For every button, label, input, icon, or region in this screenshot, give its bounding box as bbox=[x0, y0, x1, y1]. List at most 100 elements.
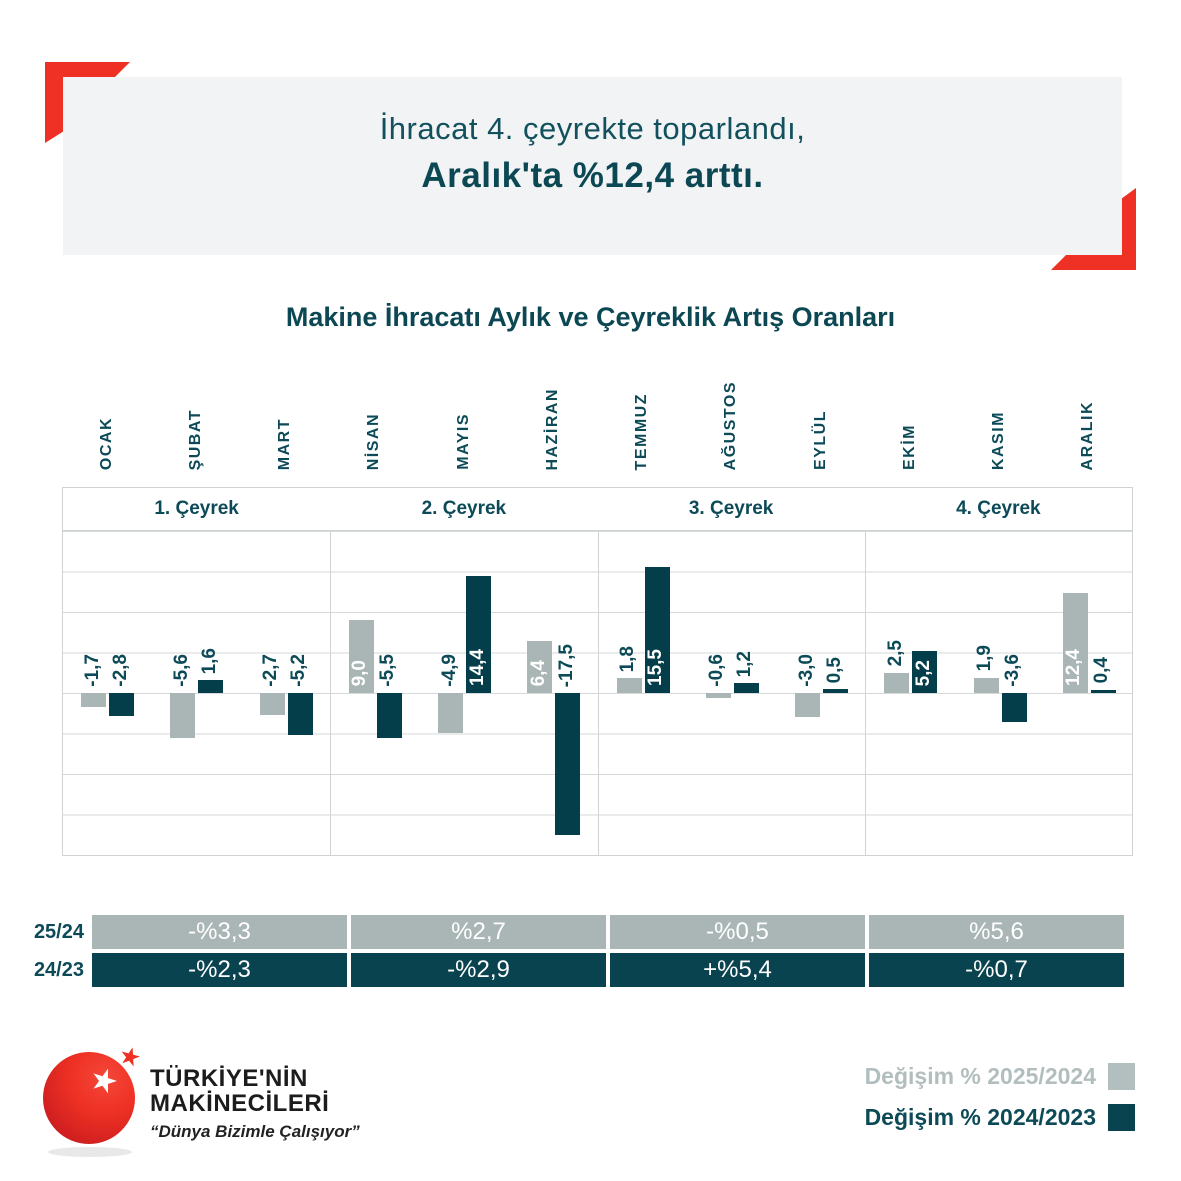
bar-2024-2023-10 bbox=[1001, 693, 1027, 723]
logo-shadow bbox=[48, 1147, 132, 1157]
month-label: EKİM bbox=[900, 424, 918, 470]
legend-item-2025-2024: Değişim % 2025/2024 bbox=[865, 1063, 1135, 1090]
month-slot: EYLÜL bbox=[776, 350, 865, 470]
chart-title: Makine İhracatı Aylık ve Çeyreklik Artış… bbox=[285, 302, 896, 332]
bar-value-label: -2,7 bbox=[260, 654, 282, 687]
bar-value-label: 1,2 bbox=[734, 650, 756, 678]
bar-value-label: -5,5 bbox=[377, 654, 399, 687]
summary-row: 25/24 -%3,3 %2,7 -%0,5 %5,6 bbox=[33, 915, 1124, 949]
bar-2025-2024-5 bbox=[527, 641, 553, 693]
bar-value-label: -3,6 bbox=[1002, 654, 1024, 687]
summary-cell: +%5,4 bbox=[610, 953, 865, 987]
summary-row-label: 24/23 bbox=[33, 958, 84, 981]
month-label: EYLÜL bbox=[811, 410, 829, 470]
month-slot: HAZİRAN bbox=[508, 350, 597, 471]
legend-swatch-gray bbox=[1108, 1063, 1135, 1090]
month-axis: OCAK ŞUBAT MART NİSAN MAYIS HAZİRAN TEMMUZ AĞUS… bbox=[62, 350, 1133, 470]
month-label: MART bbox=[276, 417, 294, 470]
bar-2025-2024-9 bbox=[884, 672, 910, 693]
bar-value-label: -5,6 bbox=[170, 654, 192, 687]
summary-cell: -%0,5 bbox=[610, 915, 865, 949]
bar-2024-2023-8 bbox=[823, 688, 849, 693]
legend-item-2024-2023: Değişim % 2024/2023 bbox=[865, 1104, 1135, 1131]
month-label: ŞUBAT bbox=[186, 408, 204, 470]
bar-2025-2024-8 bbox=[795, 693, 821, 718]
quarter-cell: 3. Çeyrek bbox=[598, 488, 865, 530]
quarter-label: 4. Çeyrek bbox=[956, 498, 1041, 519]
bar-2024-2023-6 bbox=[644, 567, 670, 693]
month-slot: AĞUSTOS bbox=[687, 350, 776, 470]
bar-value-label: -3,0 bbox=[795, 654, 817, 687]
summary-row-label: 25/24 bbox=[33, 920, 84, 943]
logo-red-ball bbox=[43, 1052, 135, 1144]
bar-value-label: -2,8 bbox=[109, 654, 131, 687]
quarter-label: 2. Çeyrek bbox=[421, 498, 507, 519]
bar-value-label: 0,4 bbox=[1091, 657, 1113, 684]
legend-label: Değişim % 2025/2024 bbox=[864, 1063, 1096, 1089]
bar-2025-2024-3 bbox=[348, 620, 374, 693]
bar-2024-2023-3 bbox=[376, 693, 402, 738]
quarter-divider bbox=[597, 531, 599, 855]
month-label: ARALIK bbox=[1079, 400, 1097, 470]
bar-2024-2023-11 bbox=[1090, 689, 1116, 693]
bar-2024-2023-4 bbox=[466, 576, 492, 693]
quarter-label: 3. Çeyrek bbox=[688, 498, 774, 519]
bar-2024-2023-9 bbox=[912, 650, 938, 693]
bar-2024-2023-5 bbox=[555, 693, 581, 835]
summary-cell: -%0,7 bbox=[869, 953, 1124, 987]
month-label: HAZİRAN bbox=[543, 387, 561, 471]
month-label: NİSAN bbox=[365, 412, 383, 470]
bar-value-label: 0,5 bbox=[823, 656, 845, 683]
month-label: MAYIS bbox=[454, 413, 472, 470]
summary-cell: -%2,3 bbox=[92, 953, 347, 987]
month-slot: EKİM bbox=[865, 350, 954, 470]
month-slot: TEMMUZ bbox=[598, 350, 687, 470]
logo-tagline: “Dünya Bizimle Çalışıyor” bbox=[150, 1122, 360, 1141]
quarter-divider bbox=[330, 531, 332, 855]
bar-2025-2024-0 bbox=[81, 693, 107, 707]
banner-subtitle: İhracat 4. çeyrekte toparlandı, bbox=[379, 111, 806, 146]
month-slot: ARALIK bbox=[1044, 350, 1133, 470]
summary-cells: -%2,3 -%2,9 +%5,4 -%0,7 bbox=[92, 953, 1124, 987]
bar-value-label: 14,4 bbox=[466, 649, 488, 686]
quarter-header-row: 1. Çeyrek 2. Çeyrek 3. Çeyrek 4. Çeyrek bbox=[63, 487, 1132, 531]
bar-value-label: 1,9 bbox=[974, 645, 996, 672]
turkiyenin-makinecileri-logo bbox=[43, 1047, 140, 1157]
month-slot: MAYIS bbox=[419, 350, 508, 470]
month-label: KASIM bbox=[990, 410, 1008, 470]
logo-name-line2: MAKİNECİLERİ bbox=[150, 1090, 330, 1117]
bar-value-label: -0,6 bbox=[706, 654, 728, 687]
bar-value-label: 6,4 bbox=[527, 659, 549, 686]
legend: Değişim % 2025/2024 Değişim % 2024/2023 bbox=[865, 1063, 1135, 1131]
header-banner: İhracat 4. çeyrekte toparlandı, Aralık't… bbox=[63, 77, 1122, 255]
bar-2024-2023-7 bbox=[733, 683, 759, 693]
bar-2024-2023-2 bbox=[287, 693, 313, 736]
quarter-label: 1. Çeyrek bbox=[154, 498, 239, 519]
bar-2025-2024-1 bbox=[170, 693, 196, 739]
legend-swatch-teal bbox=[1108, 1104, 1135, 1131]
bar-2024-2023-0 bbox=[109, 693, 135, 716]
summary-cell: -%3,3 bbox=[92, 915, 347, 949]
bar-2025-2024-7 bbox=[705, 693, 731, 698]
bar-2025-2024-4 bbox=[438, 693, 464, 733]
bar-value-label: -17,5 bbox=[555, 643, 577, 687]
summary-row: 24/23 -%2,3 -%2,9 +%5,4 -%0,7 bbox=[33, 953, 1124, 987]
summary-cells: -%3,3 %2,7 -%0,5 %5,6 bbox=[92, 915, 1124, 949]
month-slot: NİSAN bbox=[330, 350, 419, 470]
bar-2025-2024-6 bbox=[616, 678, 642, 693]
bar-value-label: 2,5 bbox=[884, 640, 906, 667]
bar-value-label: -1,7 bbox=[81, 654, 103, 687]
bar-value-label: 5,2 bbox=[912, 659, 934, 686]
quarterly-summary-table: 25/24 -%3,3 %2,7 -%0,5 %5,6 24/23 -%2,3 -%2,9 +%… bbox=[33, 915, 1124, 991]
month-slot: OCAK bbox=[62, 350, 151, 470]
month-label: TEMMUZ bbox=[633, 392, 651, 470]
bar-value-label: 9,0 bbox=[349, 659, 371, 686]
banner-headline: Aralık'ta %12,4 arttı. bbox=[421, 156, 764, 195]
month-label: OCAK bbox=[97, 416, 115, 470]
bar-chart: 1. Çeyrek 2. Çeyrek 3. Çeyrek 4. Çeyrek -1,… bbox=[62, 487, 1133, 856]
legend-label: Değişim % 2024/2023 bbox=[864, 1104, 1096, 1130]
quarter-cell: 4. Çeyrek bbox=[865, 488, 1132, 530]
summary-cell: %2,7 bbox=[351, 915, 606, 949]
logo-text-block: TÜRKİYE'NİN MAKİNECİLERİ “Dünya Bizimle … bbox=[150, 1066, 410, 1142]
